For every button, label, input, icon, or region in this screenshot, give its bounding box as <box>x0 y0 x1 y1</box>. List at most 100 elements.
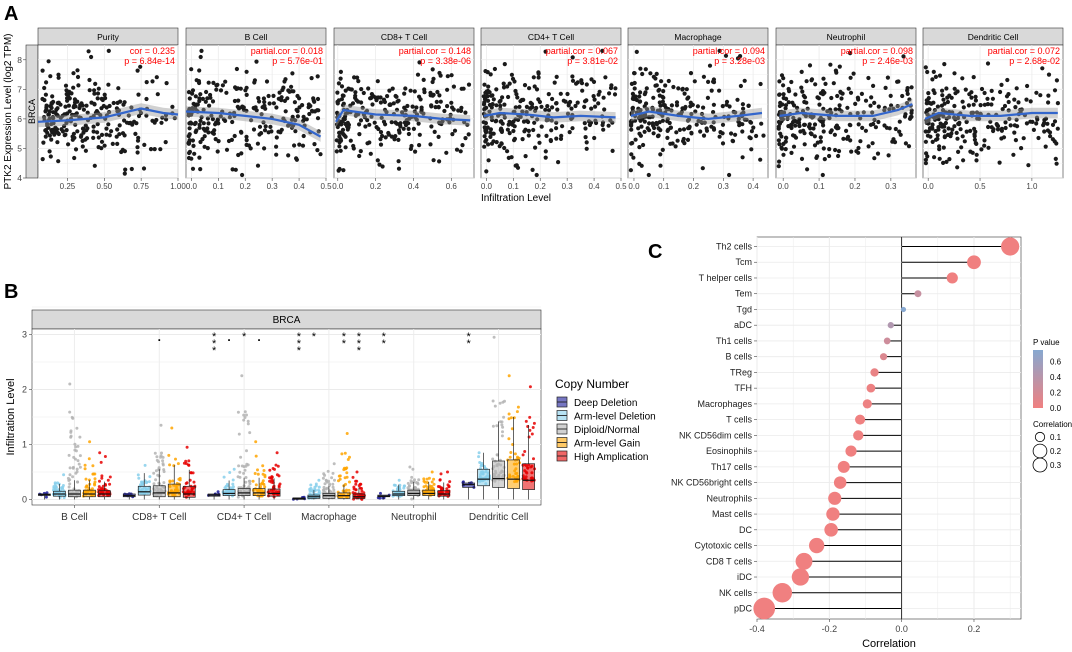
x-tick-label: CD8+ T Cell <box>132 512 186 523</box>
jitter-point <box>87 486 91 490</box>
scatter-point <box>909 85 914 90</box>
jitter-point <box>161 459 165 463</box>
scatter-point <box>720 104 725 109</box>
jitter-point <box>408 484 411 488</box>
scatter-point <box>537 99 543 105</box>
scatter-point <box>526 119 531 125</box>
scatter-point <box>670 141 675 146</box>
scatter-point <box>887 107 892 112</box>
jitter-point <box>309 483 313 487</box>
x-tick-label: 0.2 <box>535 182 547 191</box>
scatter-point <box>186 113 191 118</box>
y-tick-label: 3 <box>22 330 27 340</box>
scatter-point <box>638 66 643 71</box>
scatter-point <box>582 104 587 109</box>
scatter-point <box>904 101 910 106</box>
jitter-point <box>274 463 278 467</box>
scatter-point <box>923 129 928 134</box>
scatter-point <box>891 137 896 142</box>
scatter-point <box>1001 135 1007 140</box>
scatter-point <box>154 75 159 80</box>
scatter-point <box>95 122 100 127</box>
scatter-point <box>197 125 202 130</box>
scatter-point <box>947 115 952 120</box>
jitter-point <box>331 482 335 486</box>
scatter-point <box>669 103 675 108</box>
scatter-point <box>946 126 951 131</box>
scatter-point <box>532 84 537 89</box>
jitter-point <box>256 472 260 476</box>
scatter-point <box>990 96 996 101</box>
scatter-point <box>239 130 244 135</box>
scatter-point <box>244 134 249 139</box>
scatter-point <box>434 99 439 104</box>
scatter-point <box>634 49 639 55</box>
jitter-point <box>495 424 499 428</box>
scatter-point <box>406 126 411 131</box>
jitter-point <box>254 440 258 444</box>
scatter-point <box>858 116 863 121</box>
jitter-point <box>397 478 401 482</box>
scatter-point <box>952 103 957 109</box>
scatter-point <box>868 103 873 108</box>
box <box>507 459 520 489</box>
scatter-point <box>884 125 890 130</box>
lollipop-head <box>855 414 866 425</box>
scatter-point <box>301 133 306 139</box>
jitter-point <box>425 477 429 481</box>
jitter-point <box>228 471 232 474</box>
scatter-point <box>214 87 219 92</box>
category-label: TReg <box>730 367 752 377</box>
scatter-point <box>856 145 861 151</box>
scatter-point <box>939 103 945 108</box>
scatter-point <box>91 135 96 140</box>
scatter-point <box>1002 103 1008 109</box>
scatter-point <box>876 104 881 109</box>
jitter-point <box>323 482 327 486</box>
scatter-point <box>1045 121 1050 126</box>
scatter-point <box>483 130 489 135</box>
jitter-point <box>236 475 240 479</box>
scatter-point <box>376 126 381 132</box>
jitter-point <box>408 465 412 469</box>
jitter-point <box>317 478 321 482</box>
scatter-point <box>135 150 140 155</box>
jitter-point <box>521 453 525 457</box>
scatter-point <box>681 136 686 142</box>
jitter-point <box>68 482 72 486</box>
scatter-point <box>573 103 578 109</box>
jitter-point <box>100 474 104 478</box>
scatter-point <box>656 88 661 93</box>
scatter-point <box>1031 127 1036 132</box>
scatter-point <box>737 121 742 126</box>
scatter-point <box>717 88 722 93</box>
scatter-point <box>781 141 786 146</box>
scatter-point <box>805 167 810 172</box>
scatter-point <box>292 100 297 105</box>
category-label: T cells <box>726 415 752 425</box>
scatter-point <box>279 127 284 132</box>
scatter-point <box>389 120 394 125</box>
scatter-point <box>451 84 456 89</box>
jitter-point <box>516 405 520 409</box>
scatter-point <box>610 148 615 153</box>
x-tick-label: 0.0 <box>923 182 935 191</box>
scatter-point <box>513 105 518 110</box>
scatter-point <box>210 130 215 135</box>
scatter-point <box>421 77 426 82</box>
jitter-point <box>342 468 346 472</box>
scatter-point <box>345 124 350 129</box>
jitter-point <box>273 467 276 471</box>
scatter-point <box>808 126 813 131</box>
jitter-point <box>192 480 196 484</box>
scatter-point <box>637 94 642 99</box>
jitter-point <box>491 424 495 428</box>
scatter-point <box>433 105 438 110</box>
scatter-point <box>210 99 216 104</box>
scatter-point <box>871 121 876 127</box>
scatter-point <box>526 128 532 133</box>
scatter-point <box>316 129 321 134</box>
jitter-point <box>78 435 82 439</box>
scatter-point <box>583 126 588 131</box>
